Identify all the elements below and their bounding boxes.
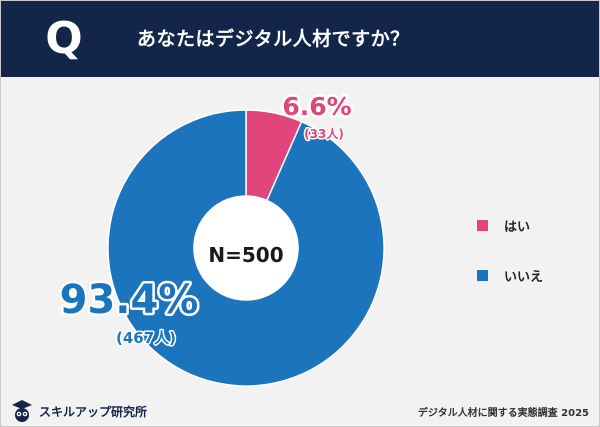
owl-logo-icon: [12, 400, 32, 422]
question-header: Q あなたはデジタル人材ですか？: [1, 1, 599, 77]
legend-item-yes: はい: [477, 214, 543, 236]
data-label-count-no: (467人): [116, 329, 176, 347]
brand: スキルアップ研究所: [9, 399, 147, 423]
brand-name: スキルアップ研究所: [39, 404, 148, 419]
survey-credit: デジタル人材に関する実態調査 2025: [417, 408, 589, 419]
legend: はい いいえ: [477, 214, 543, 314]
legend-label-yes: はい: [504, 219, 531, 235]
data-label-value-no: 93.4%: [60, 277, 199, 323]
center-label: N=500: [208, 243, 283, 267]
footer: スキルアップ研究所 デジタル人材に関する実態調査 2025: [1, 395, 599, 426]
q-mark: Q: [45, 13, 83, 64]
legend-swatch-yes: [477, 219, 488, 231]
legend-item-no: いいえ: [477, 264, 543, 286]
slice-labels: 6.6% (33人) 93.4% (467人): [57, 90, 354, 349]
donut-slices: [107, 109, 385, 387]
data-label-value-yes: 6.6%: [282, 92, 351, 121]
data-label-count-yes: (33人): [304, 126, 344, 141]
donut-hole: [194, 196, 298, 300]
question-title: あなたはデジタル人材ですか？: [137, 28, 410, 50]
legend-label-no: いいえ: [504, 269, 544, 285]
donut-chart: N=500 6.6% (33人) 93.4% (467人): [57, 90, 385, 387]
legend-swatch-no: [477, 269, 488, 281]
